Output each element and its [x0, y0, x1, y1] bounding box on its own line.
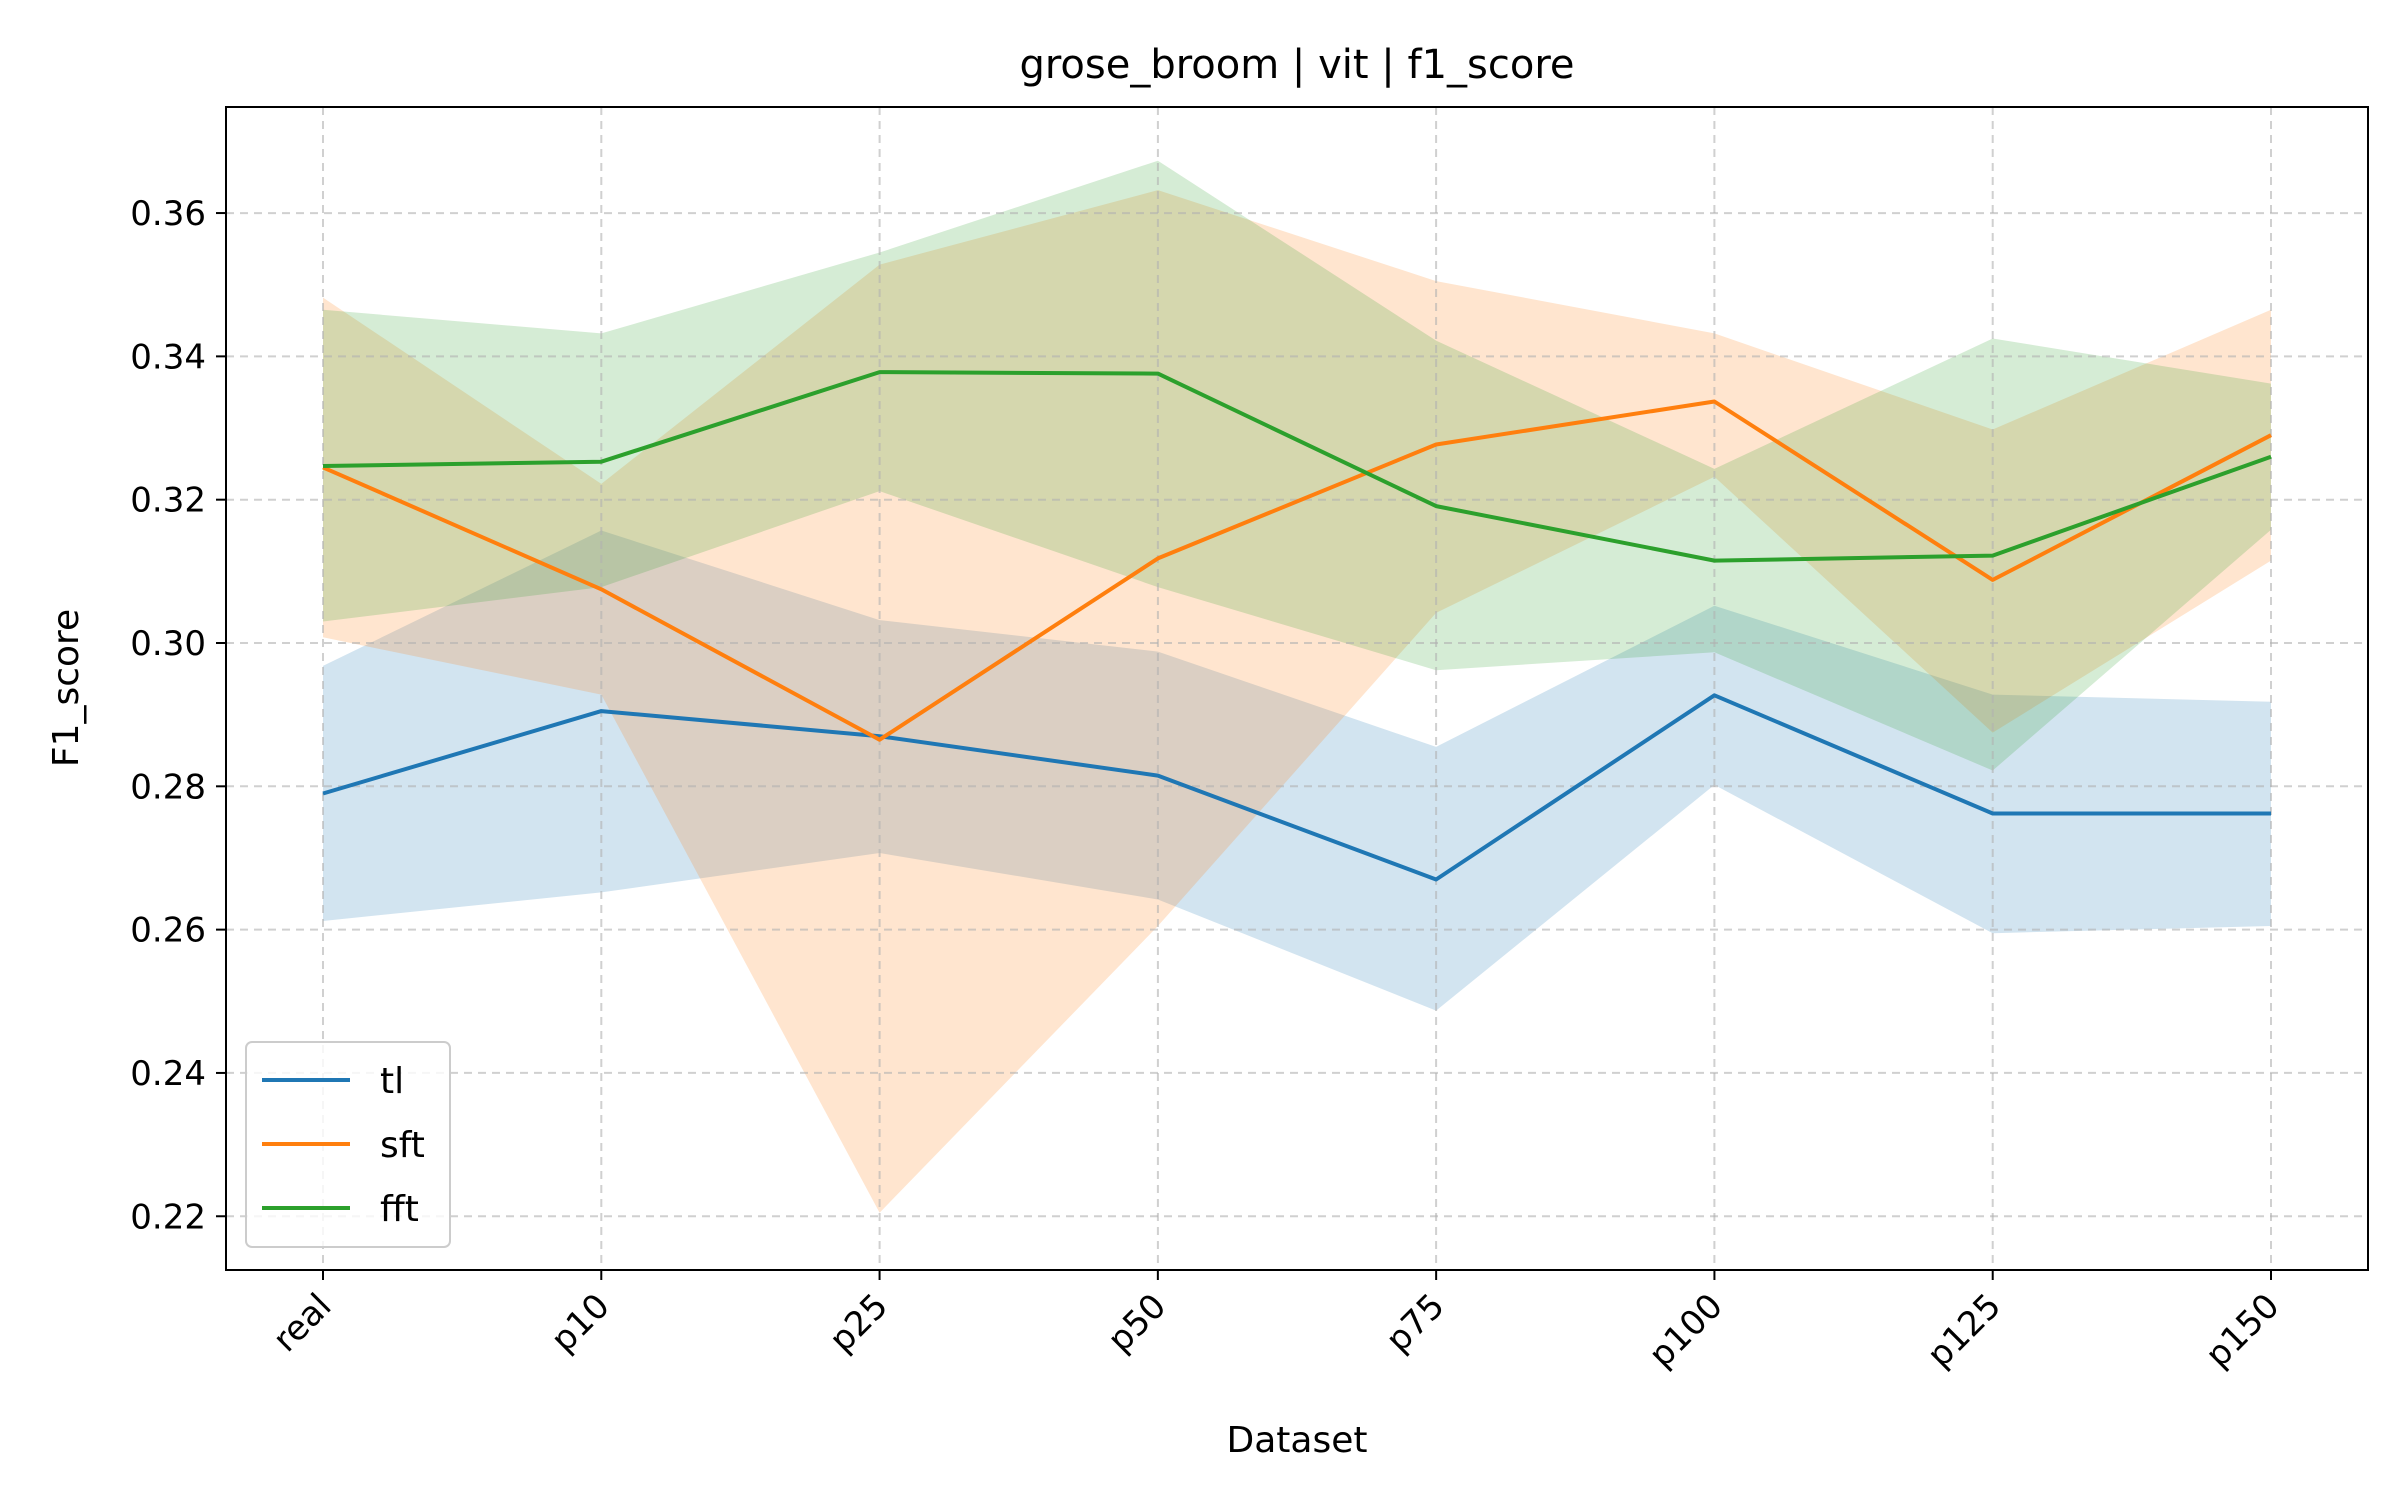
- y-tick-label: 0.24: [130, 1054, 206, 1094]
- series-line-sft: [322, 399, 2272, 742]
- legend-label-fft: fft: [380, 1189, 419, 1230]
- y-tick-label: 0.26: [130, 911, 206, 951]
- y-tick-label: 0.32: [130, 481, 206, 521]
- legend-label-tl: tl: [380, 1061, 404, 1102]
- y-tick-label: 0.30: [130, 624, 206, 664]
- y-axis: 0.22 0.24 0.26 0.28 0.30 0.32 0.34 0.36: [130, 194, 226, 1237]
- band-fft: [323, 160, 2271, 771]
- series-line-tl: [322, 693, 2271, 882]
- series-line-fft: [322, 370, 2272, 563]
- legend: tl sft fft: [245, 1041, 451, 1248]
- y-tick-label: 0.36: [130, 194, 206, 234]
- legend-label-sft: sft: [380, 1125, 425, 1166]
- plot-frame: [225, 106, 2369, 1271]
- x-axis-title: Dataset: [1227, 1420, 1368, 1461]
- y-axis-title: F1_score: [46, 609, 87, 767]
- y-tick-label: 0.22: [130, 1197, 206, 1237]
- band-tl: [323, 530, 2271, 1011]
- y-tick-label: 0.34: [130, 337, 206, 377]
- y-tick-label: 0.28: [130, 767, 206, 807]
- series-lines: [322, 370, 2272, 882]
- chart-title: grose_broom | vit | f1_score: [1019, 42, 1574, 88]
- grid-lines: [226, 107, 2368, 1270]
